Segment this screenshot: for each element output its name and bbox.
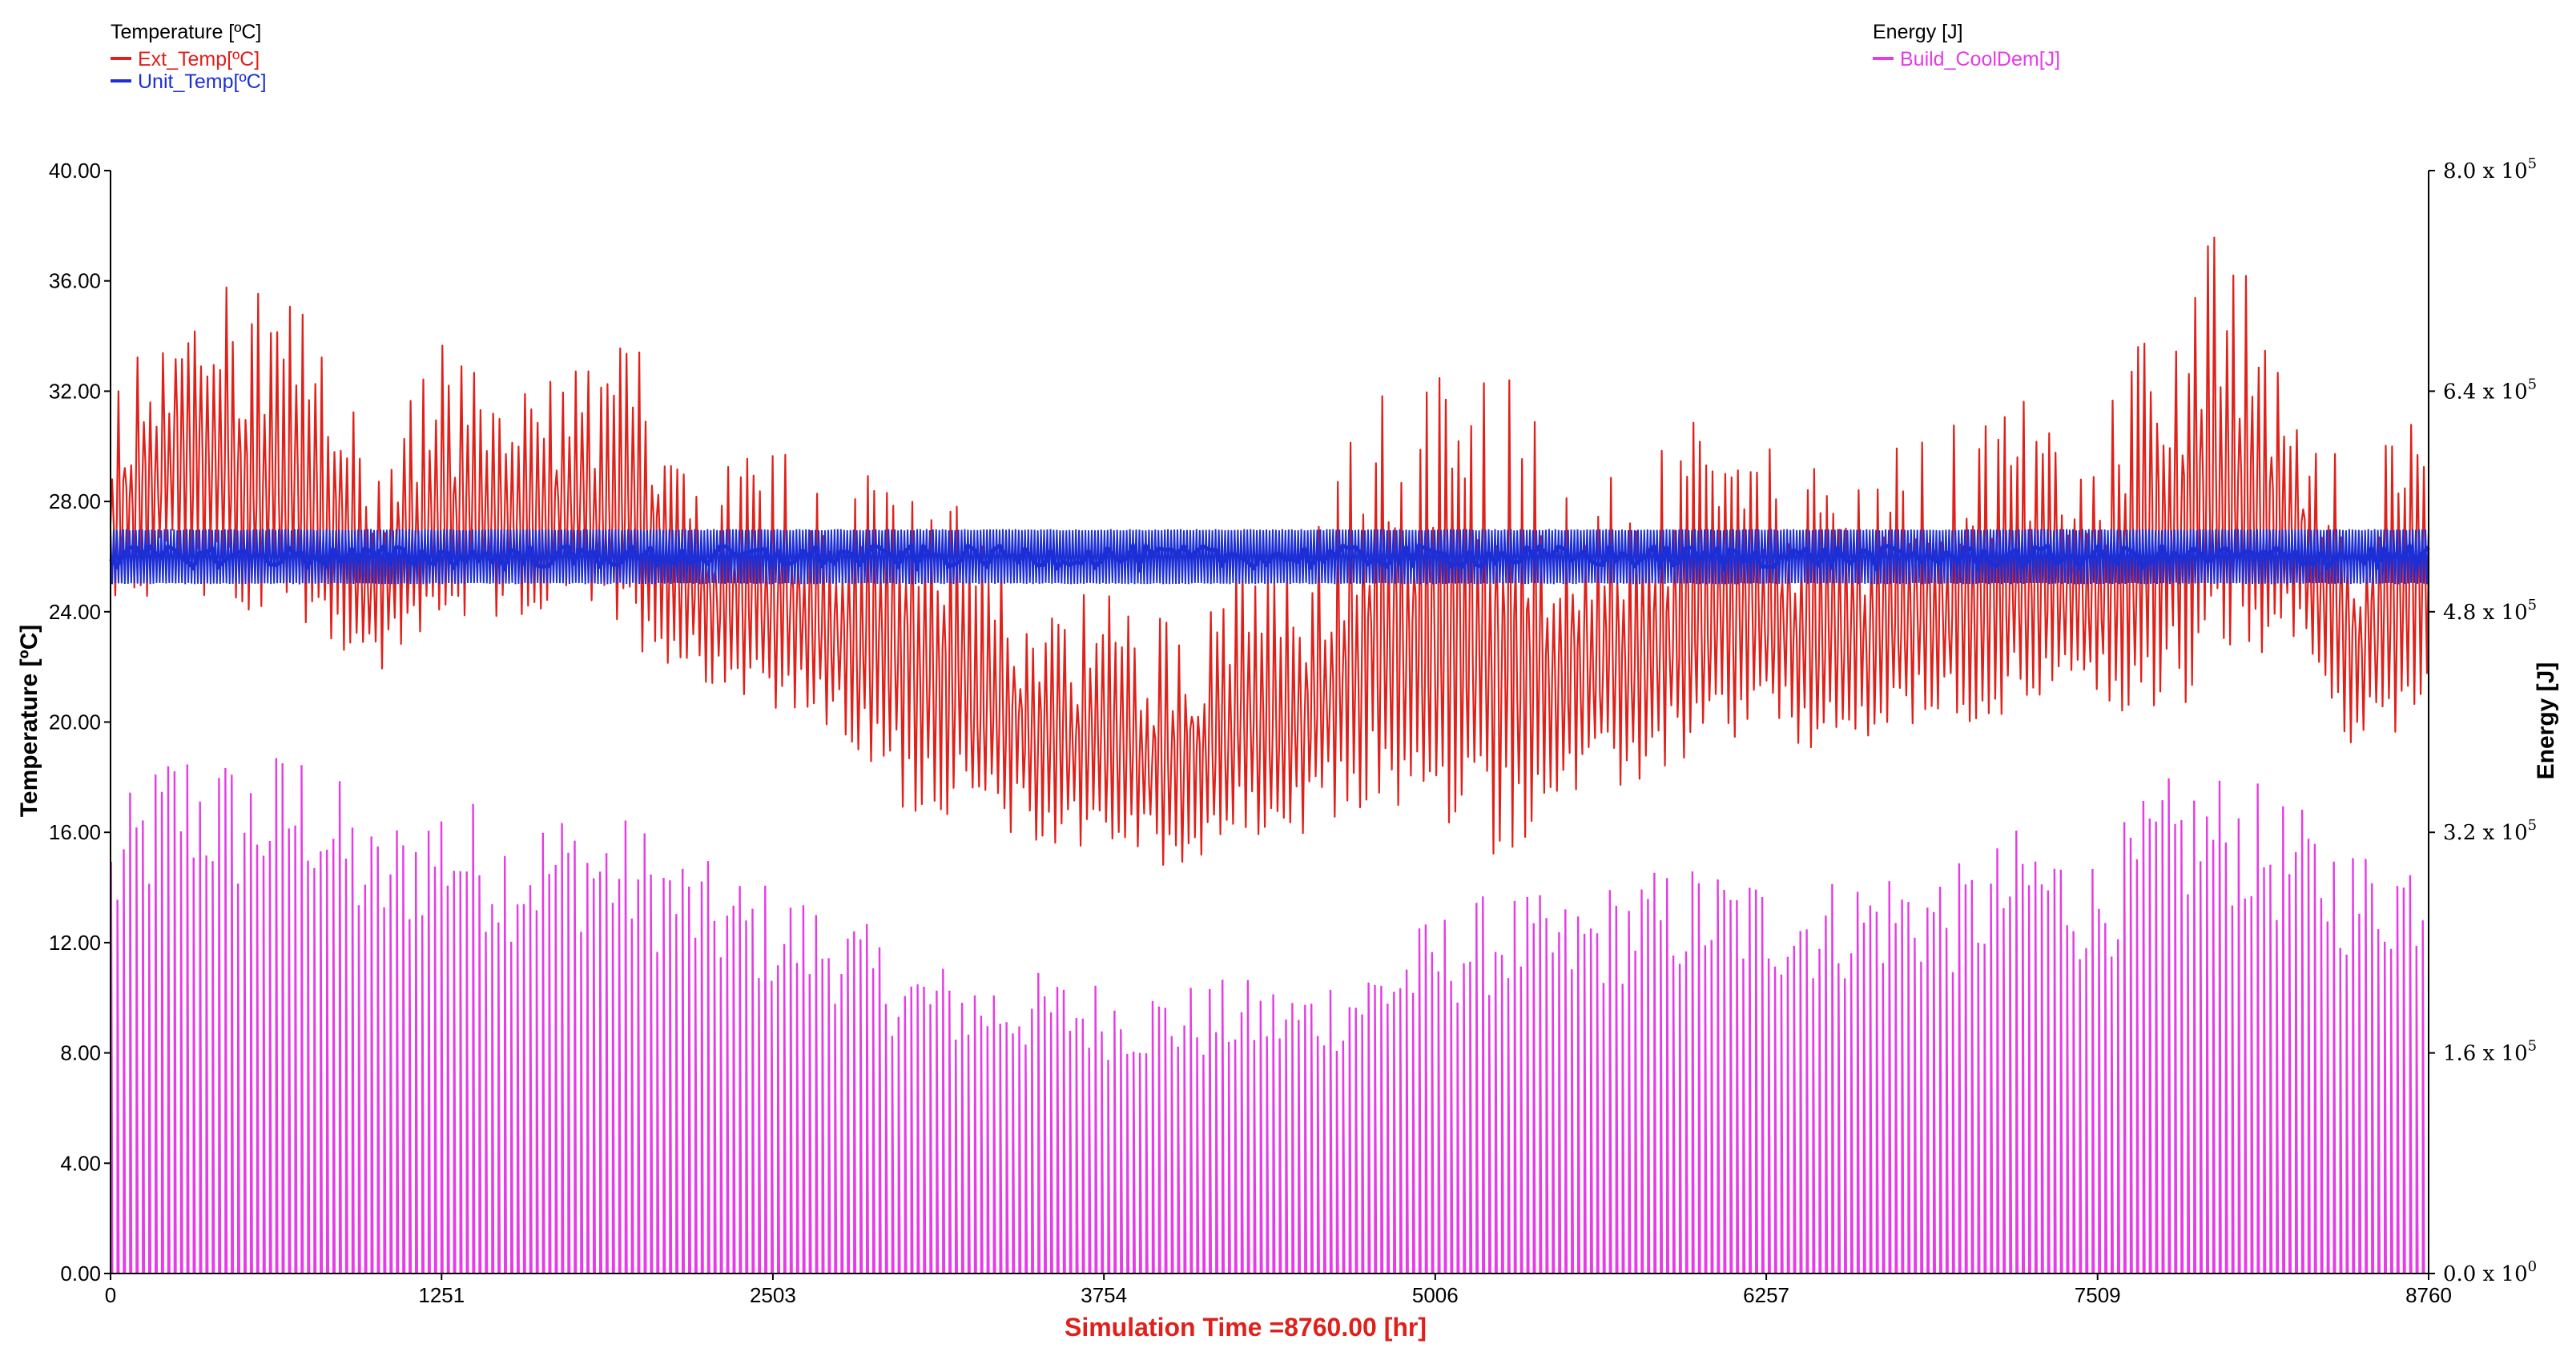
y-right-tick-label: 4.8 x 105 xyxy=(2443,597,2537,625)
y-left-tick-label: 16.00 xyxy=(49,820,101,844)
y-left-tick-label: 12.00 xyxy=(49,931,101,955)
y-left-tick-label: 4.00 xyxy=(60,1151,101,1175)
y-right-tick-label: 6.4 x 105 xyxy=(2443,376,2537,404)
y-left-tick-label: 36.00 xyxy=(49,269,101,293)
series-unit-temp-mean xyxy=(109,540,2430,573)
x-tick-label: 7509 xyxy=(2075,1283,2121,1307)
x-axis-title: Simulation Time =8760.00 [hr] xyxy=(1065,1313,1427,1342)
x-tick-label: 6257 xyxy=(1743,1283,1789,1307)
plot-series xyxy=(109,236,2430,1274)
y-left-tick-label: 32.00 xyxy=(49,379,101,403)
legend-energy-header: Energy [J] xyxy=(1873,21,1963,43)
x-tick-label: 2503 xyxy=(750,1283,796,1307)
y-left-tick-label: 8.00 xyxy=(60,1041,101,1065)
series-ext-temp xyxy=(109,236,2430,866)
y-axis-left-title: Temperature [ºC] xyxy=(16,625,42,817)
x-tick-label: 0 xyxy=(105,1283,116,1307)
y-right-tick-label: 0.0 x 100 xyxy=(2443,1258,2537,1286)
series-unit-temp xyxy=(110,529,2429,585)
legend-cooldem-label: Build_CoolDem[J] xyxy=(1900,48,2060,70)
y-right-tick-label: 1.6 x 105 xyxy=(2443,1038,2537,1066)
y-left-tick-label: 28.00 xyxy=(49,489,101,513)
y-right-tick-label: 3.2 x 105 xyxy=(2443,817,2537,845)
y-left-tick-label: 0.00 xyxy=(60,1261,101,1286)
legend-energy: Energy [J] Build_CoolDem[J] xyxy=(1873,21,2060,70)
y-left-tick-label: 20.00 xyxy=(49,710,101,734)
y-right-tick-label: 8.0 x 105 xyxy=(2443,155,2537,183)
x-tick-label: 5006 xyxy=(1412,1283,1459,1307)
legend-temperature-header: Temperature [ºC] xyxy=(111,21,261,43)
legend-ext-temp-label: Ext_Temp[ºC] xyxy=(138,48,260,70)
y-axis-right-title: Energy [J] xyxy=(2533,662,2559,780)
axes: 0.00 4.00 8.00 12.00 16.00 20.00 24.00 28.00 32.… xyxy=(49,155,2537,1307)
legend-unit-temp-label: Unit_Temp[ºC] xyxy=(138,70,267,93)
y-left-tick-label: 24.00 xyxy=(49,600,101,624)
x-tick-label: 8760 xyxy=(2405,1283,2452,1307)
legend-temperature: Temperature [ºC] Ext_Temp[ºC] Unit_Temp[… xyxy=(111,21,267,93)
x-tick-label: 3754 xyxy=(1081,1283,1127,1307)
series-build-cooldem xyxy=(110,758,2425,1274)
x-tick-label: 1251 xyxy=(418,1283,465,1307)
y-left-tick-label: 40.00 xyxy=(49,159,101,183)
